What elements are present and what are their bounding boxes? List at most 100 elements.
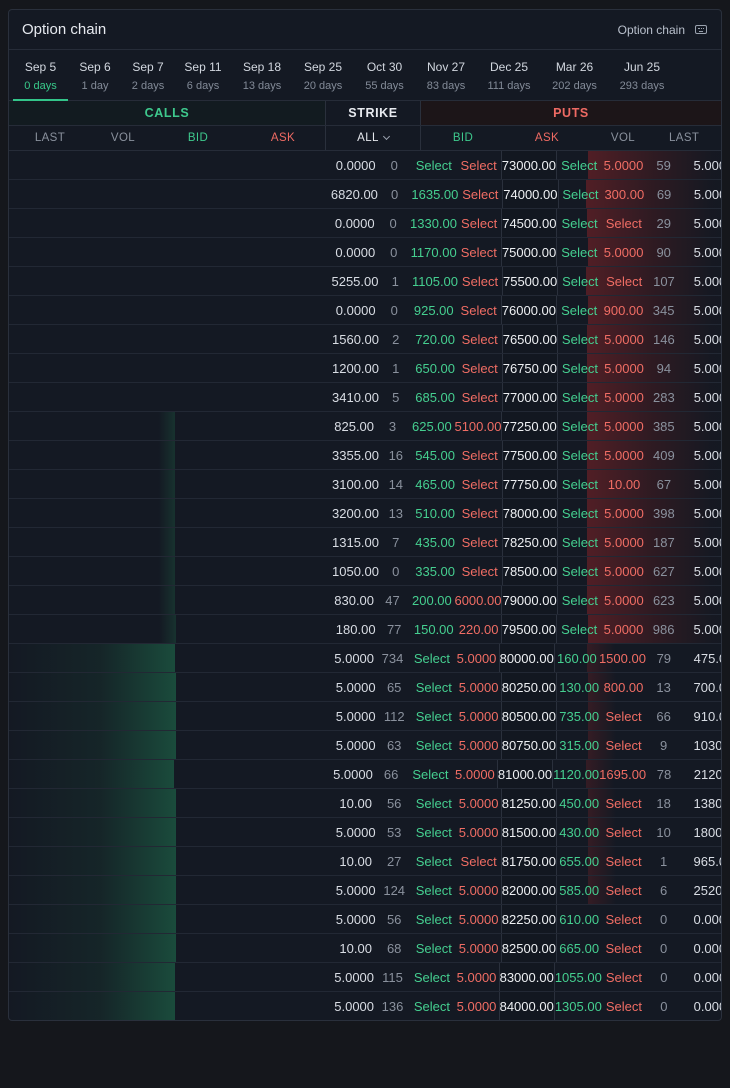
call-ask-cell[interactable]: Select [461, 534, 498, 550]
put-bid-cell[interactable]: 1120.00 [553, 766, 600, 782]
call-bid-cell[interactable]: Select [415, 853, 452, 869]
expiry-tab[interactable]: Sep 25 20 days [292, 50, 354, 100]
call-bid-cell[interactable]: Select [415, 824, 452, 840]
call-bid-cell[interactable]: Select [413, 998, 450, 1014]
put-bid-cell[interactable]: 655.00 [559, 853, 600, 869]
put-ask-cell[interactable]: 5.0000 [604, 563, 644, 579]
put-ask-cell[interactable]: 1695.00 [599, 766, 647, 782]
put-ask-cell[interactable]: 5.0000 [604, 360, 644, 376]
put-bid-cell[interactable]: 430.00 [559, 824, 600, 840]
call-bid-cell[interactable]: 925.00 [413, 302, 454, 318]
put-bid-cell[interactable]: Select [561, 302, 598, 318]
put-bid-cell[interactable]: Select [561, 244, 598, 260]
put-ask-cell[interactable]: 5.0000 [604, 418, 644, 434]
call-ask-cell[interactable]: 5100.00 [454, 418, 502, 434]
call-ask-cell[interactable]: 5.0000 [458, 708, 499, 724]
put-bid-cell[interactable]: Select [561, 447, 599, 463]
call-ask-cell[interactable]: 5.0000 [458, 679, 499, 695]
call-ask-cell[interactable]: Select [461, 215, 498, 231]
call-ask-cell[interactable]: 5.0000 [458, 940, 499, 956]
put-bid-cell[interactable]: Select [562, 273, 599, 289]
put-ask-cell[interactable]: 10.00 [607, 476, 641, 492]
put-bid-cell[interactable]: Select [561, 215, 598, 231]
put-bid-cell[interactable]: Select [561, 505, 599, 521]
put-bid-cell[interactable]: 160.00 [557, 650, 597, 666]
put-bid-cell[interactable]: 1305.00 [554, 998, 602, 1014]
call-ask-cell[interactable]: Select [461, 563, 498, 579]
expiry-tab[interactable]: Sep 11 6 days [174, 50, 232, 100]
expiry-tab[interactable]: Nov 27 83 days [415, 50, 477, 100]
call-bid-cell[interactable]: 650.00 [415, 360, 455, 376]
keyboard-icon[interactable] [695, 25, 707, 34]
call-bid-cell[interactable]: 510.00 [415, 505, 455, 521]
call-ask-cell[interactable]: Select [460, 853, 497, 869]
call-bid-cell[interactable]: 335.00 [415, 563, 455, 579]
put-ask-cell[interactable]: 800.00 [603, 679, 644, 695]
call-ask-cell[interactable]: 5.0000 [458, 795, 499, 811]
put-bid-cell[interactable]: Select [561, 592, 598, 608]
call-ask-cell[interactable]: 5.0000 [458, 737, 499, 753]
put-bid-cell[interactable]: Select [562, 186, 599, 202]
call-ask-cell[interactable]: Select [461, 389, 498, 405]
strike-filter-dropdown[interactable]: ALL [325, 126, 421, 150]
call-ask-cell[interactable]: 5.0000 [458, 824, 499, 840]
call-bid-cell[interactable]: Select [415, 795, 452, 811]
call-ask-cell[interactable]: Select [460, 244, 497, 260]
call-ask-cell[interactable]: Select [461, 331, 498, 347]
call-bid-cell[interactable]: Select [415, 911, 452, 927]
put-bid-cell[interactable]: 585.00 [559, 882, 600, 898]
call-bid-cell[interactable]: 1170.00 [410, 244, 457, 260]
put-bid-cell[interactable]: Select [561, 476, 599, 492]
put-ask-cell[interactable]: 900.00 [603, 302, 644, 318]
call-ask-cell[interactable]: Select [461, 476, 498, 492]
call-ask-cell[interactable]: Select [461, 273, 499, 289]
put-bid-cell[interactable]: 130.00 [559, 679, 600, 695]
call-ask-cell[interactable]: Select [462, 186, 499, 202]
put-ask-cell[interactable]: Select [605, 708, 642, 724]
call-ask-cell[interactable]: 5.0000 [456, 998, 497, 1014]
call-bid-cell[interactable]: 720.00 [415, 331, 455, 347]
call-bid-cell[interactable]: Select [415, 737, 452, 753]
put-bid-cell[interactable]: 610.00 [559, 911, 600, 927]
call-ask-cell[interactable]: Select [461, 505, 498, 521]
expiry-tab[interactable]: Sep 5 0 days [13, 50, 68, 101]
put-ask-cell[interactable]: 5.0000 [604, 331, 644, 347]
call-bid-cell[interactable]: 435.00 [415, 534, 455, 550]
call-bid-cell[interactable]: Select [415, 679, 452, 695]
put-ask-cell[interactable]: 5.0000 [604, 389, 644, 405]
put-bid-cell[interactable]: 665.00 [559, 940, 600, 956]
call-bid-cell[interactable]: Select [413, 969, 450, 985]
call-bid-cell[interactable]: Select [415, 157, 452, 173]
put-ask-cell[interactable]: 5.0000 [604, 592, 644, 608]
put-bid-cell[interactable]: Select [561, 563, 599, 579]
call-bid-cell[interactable]: 465.00 [415, 476, 455, 492]
expiry-tab[interactable]: Oct 30 55 days [354, 50, 415, 100]
call-bid-cell[interactable]: Select [415, 940, 452, 956]
put-ask-cell[interactable]: Select [605, 911, 642, 927]
put-ask-cell[interactable]: 300.00 [604, 186, 645, 202]
call-bid-cell[interactable]: 545.00 [415, 447, 455, 463]
put-ask-cell[interactable]: Select [605, 795, 642, 811]
call-bid-cell[interactable]: Select [412, 766, 449, 782]
expiry-tab[interactable]: Sep 6 1 day [68, 50, 122, 100]
call-ask-cell[interactable]: 5.0000 [458, 882, 499, 898]
put-bid-cell[interactable]: Select [561, 360, 599, 376]
option-chain-toggle[interactable]: Option chain [618, 23, 707, 37]
put-bid-cell[interactable]: 315.00 [559, 737, 600, 753]
put-bid-cell[interactable]: Select [561, 534, 599, 550]
call-bid-cell[interactable]: 200.00 [412, 592, 452, 608]
put-ask-cell[interactable]: Select [605, 882, 642, 898]
call-ask-cell[interactable]: Select [461, 447, 498, 463]
call-ask-cell[interactable]: 5.0000 [455, 766, 495, 782]
put-ask-cell[interactable]: 5.0000 [603, 244, 644, 260]
call-ask-cell[interactable]: 5.0000 [456, 650, 497, 666]
put-ask-cell[interactable]: 5.0000 [603, 621, 644, 637]
call-ask-cell[interactable]: 5.0000 [458, 911, 499, 927]
call-bid-cell[interactable]: 1330.00 [410, 215, 458, 231]
call-bid-cell[interactable]: Select [415, 882, 452, 898]
put-ask-cell[interactable]: Select [605, 824, 642, 840]
call-bid-cell[interactable]: 685.00 [415, 389, 455, 405]
call-ask-cell[interactable]: Select [460, 157, 497, 173]
expiry-tab[interactable]: Sep 18 13 days [232, 50, 292, 100]
put-ask-cell[interactable]: Select [605, 998, 642, 1014]
